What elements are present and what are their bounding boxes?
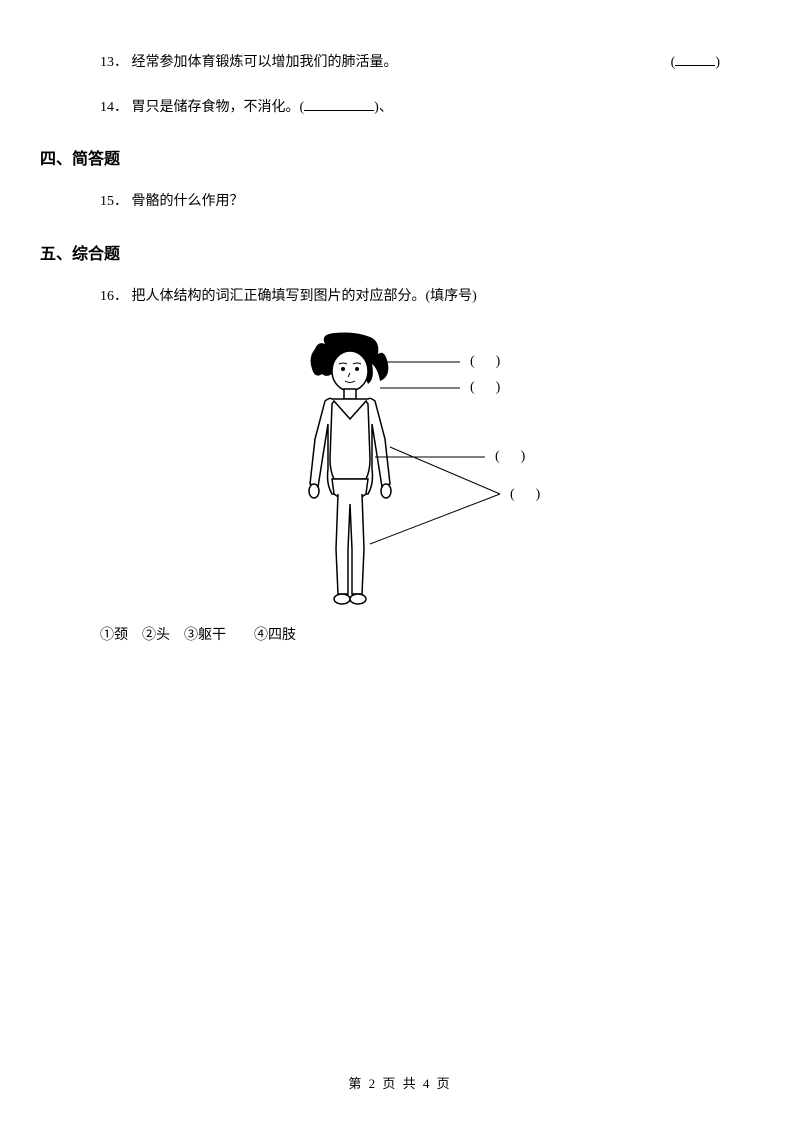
q13-blank[interactable]: ()	[671, 50, 730, 75]
label4-open: (	[510, 487, 515, 502]
body-figure-icon	[260, 329, 420, 609]
question-15: 15． 骨骼的什么作用？	[70, 189, 730, 214]
q16-body: 把人体结构的词汇正确填写到图片的对应部分。(填序号)	[132, 289, 477, 304]
q15-sep: ．	[114, 194, 128, 209]
label4-close: )	[536, 487, 541, 502]
q16-number: 16	[100, 289, 114, 304]
label2-close: )	[496, 380, 501, 395]
q14-underline[interactable]	[304, 97, 374, 111]
q14-after: )、	[374, 100, 393, 115]
answer-options: ①颈 ②头 ③躯干 ④四肢	[70, 624, 730, 644]
diagram-label-3[interactable]: ( )	[495, 449, 525, 465]
diagram-label-4[interactable]: ( )	[510, 487, 540, 503]
q13-underline	[675, 52, 715, 66]
q16-sep: ．	[114, 289, 128, 304]
label1-close: )	[496, 354, 501, 369]
question-14: 14． 胃只是储存食物，不消化。( )、	[70, 95, 730, 120]
q13-body: 经常参加体育锻炼可以增加我们的肺活量。	[132, 55, 398, 70]
q13-sep: ．	[114, 55, 128, 70]
body-diagram: ( ) ( ) ( ) ( )	[260, 329, 600, 619]
label3-close: )	[521, 449, 526, 464]
q13-close: )	[715, 55, 720, 70]
label1-open: (	[470, 354, 475, 369]
q13-text: 13． 经常参加体育锻炼可以增加我们的肺活量。	[100, 50, 671, 75]
q15-body: 骨骼的什么作用？	[132, 194, 244, 209]
q14-sep: ．	[114, 100, 128, 115]
question-13: 13． 经常参加体育锻炼可以增加我们的肺活量。 ()	[70, 50, 730, 75]
q14-number: 14	[100, 100, 114, 115]
section-4-header: 四、简答题	[40, 145, 730, 169]
section-5-header: 五、综合题	[40, 240, 730, 264]
q13-number: 13	[100, 55, 114, 70]
label2-open: (	[470, 380, 475, 395]
page-footer: 第 2 页 共 4 页	[0, 1073, 800, 1092]
label3-open: (	[495, 449, 500, 464]
diagram-label-1[interactable]: ( )	[470, 354, 500, 370]
q14-before: 胃只是储存食物，不消化。(	[132, 100, 305, 115]
question-16: 16． 把人体结构的词汇正确填写到图片的对应部分。(填序号)	[70, 284, 730, 309]
q15-number: 15	[100, 194, 114, 209]
diagram-label-2[interactable]: ( )	[470, 380, 500, 396]
